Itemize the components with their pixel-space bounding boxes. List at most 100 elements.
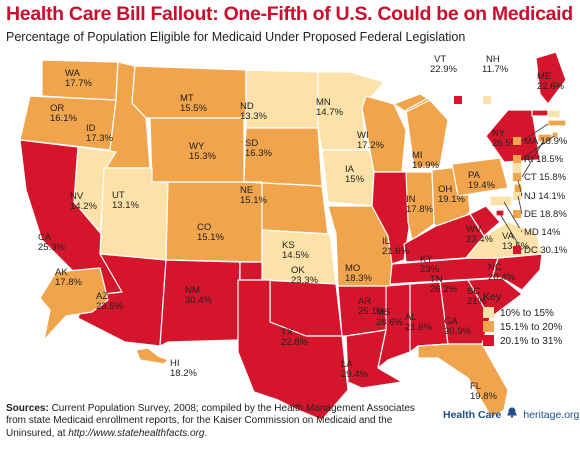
state-label-oh: OH 19.1% [438,184,465,205]
state-label-az: AZ 23.5% [96,291,123,312]
sources-link[interactable]: http://www.statehealthfacts.org [68,427,205,439]
state-label-nd: ND 13.3% [240,101,267,122]
key-title: Key [483,291,502,303]
state-label-co: CO 15.1% [197,222,224,243]
key-label: 15.1% to 20% [500,322,563,333]
state-label-ms: MS 28.6% [376,307,403,328]
state-mn [317,71,385,151]
state-label-tn: TN 26.2% [430,274,457,295]
key-item-low: 10% to 15% [483,307,554,319]
callout-leader-line [499,213,523,251]
key-swatch [483,307,494,318]
callout-swatch-ma [513,137,521,145]
state-dc [495,209,505,217]
state-vt [531,109,551,117]
state-in [405,171,435,241]
key-item-mid: 15.1% to 20% [483,321,562,333]
state-sc [467,277,523,319]
state-label-in: IN 17.8% [406,194,433,215]
state-label-pa: PA 19.4% [468,170,495,191]
state-label-mo: MO 18.3% [345,263,372,284]
callout-label-nh: NH 11.7% [482,54,509,75]
state-label-nm: NM 30.4% [185,285,212,306]
state-wv [469,205,501,237]
callout-swatch-ct [513,173,521,181]
sources-text: Current Population Survey, 2008; compile… [6,403,415,439]
brand-site[interactable]: heritage.org [523,409,580,421]
callout-label-dc: DC 30.1% [524,245,568,256]
state-label-wa: WA 17.7% [65,68,92,89]
state-mi [393,93,449,169]
state-label-ky: KY 23% [420,254,440,275]
state-label-sc: SC 21% [467,286,487,307]
callout-leader-line [521,135,555,160]
state-ma [547,119,567,127]
state-tx [237,279,349,421]
state-label-id: ID 17.3% [86,123,113,144]
state-me [535,51,567,105]
state-ut [99,167,169,261]
state-label-nv: NV 14.2% [70,191,97,212]
callout-swatch-de [513,210,521,218]
state-label-wy: WY 15.3% [189,141,216,162]
state-label-mi: MI 19.9% [412,150,439,171]
state-label-wv: WV 23.4% [466,224,493,245]
callout-swatch-md [513,228,521,236]
state-label-ne: NE 15.1% [240,185,267,206]
state-label-ia: IA 15% [345,164,365,185]
page-subtitle: Percentage of Population Eligible for Me… [6,30,466,44]
state-label-ak: AK 17.8% [55,267,82,288]
state-label-hi: HI 18.2% [170,358,197,379]
callout-label-ct: CT 15.8% [524,172,567,183]
brand-topic: Health Care [443,409,502,421]
state-label-il: IL 21.6% [382,236,409,257]
state-label-ga: GA 20.9% [444,316,471,337]
callout-label-ri: RI 18.5% [524,154,564,165]
state-label-wi: WI 17.2% [357,130,384,151]
state-label-ut: UT 13.1% [112,190,139,211]
callout-label-md: MD 14% [524,227,561,238]
liberty-bell-icon [506,407,518,421]
callout-leader-line [517,179,523,197]
state-label-or: OR 16.1% [50,103,77,124]
state-hi [135,347,169,365]
state-label-mn: MN 14.7% [316,97,343,118]
key-swatch [483,335,494,346]
key-item-high: 20.1% to 31% [483,335,562,347]
state-label-me: ME 22.6% [537,71,564,92]
state-ny [485,109,541,163]
key-label: 10% to 15% [500,308,554,319]
callout-label-de: DE 18.8% [524,209,567,220]
callout-swatch-vt [454,96,462,104]
state-fl [417,343,509,419]
state-label-tx: TX 22.8% [281,327,308,348]
state-ak [39,267,109,341]
state-pa [451,157,509,197]
callout-swatch-ri [513,155,521,163]
state-label-al: AL 21.6% [405,312,432,333]
state-label-mt: MT 15.5% [180,93,207,114]
state-label-ny: NY 26.5% [492,128,519,149]
callout-leader-line [503,201,523,233]
state-label-la: LA 29.4% [341,359,368,380]
brand: Health Care heritage.org [443,407,579,421]
state-label-ok: OK 23.3% [291,265,318,286]
sources-label: Sources: [6,403,49,414]
state-label-sd: SD 16.3% [245,138,272,159]
callout-leader-line [521,123,549,142]
callout-label-nj: NJ 14.1% [524,191,566,202]
state-nh [547,109,561,119]
callout-leader-line [521,139,545,178]
state-md [489,195,513,207]
callout-swatch-nj [513,192,521,200]
callout-leader-line [517,195,523,215]
callout-swatch-nh [483,96,491,104]
state-label-ks: KS 14.5% [282,240,309,261]
sources-note: Sources: Current Population Survey, 2008… [6,403,426,440]
sources-end: . [204,427,208,439]
callout-label-vt: VT 22.9% [430,54,457,75]
key-label: 20.1% to 31% [500,336,563,347]
page-title: Health Care Bill Fallout: One-Fifth of U… [6,3,573,25]
state-nm [159,259,241,347]
